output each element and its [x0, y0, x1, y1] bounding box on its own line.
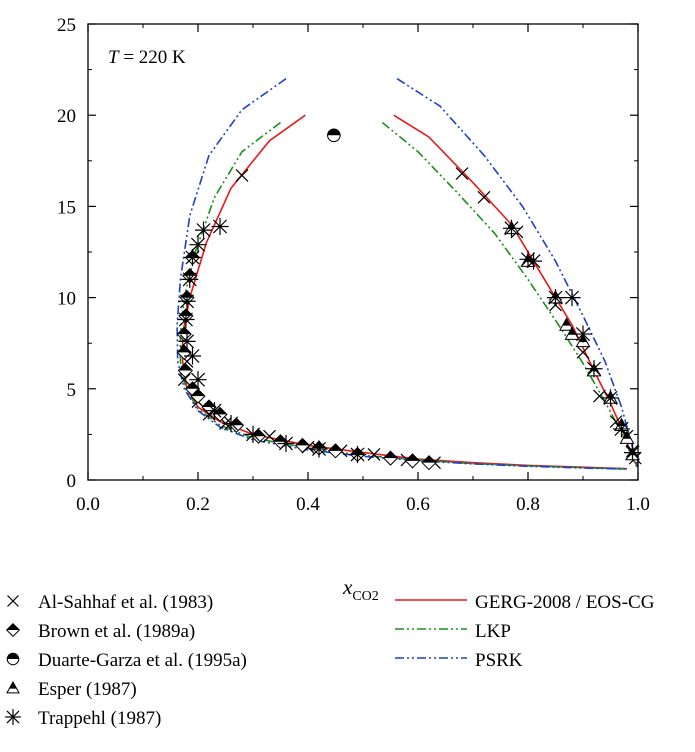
data-point-half-diamond: [190, 388, 206, 404]
legend-label: GERG-2008 / EOS-CG: [475, 592, 655, 613]
data-point-asterisk: [623, 444, 642, 462]
data-point-asterisk: [211, 217, 229, 236]
y-tick-label: 0: [67, 471, 77, 492]
annotation-italic: T: [108, 47, 120, 68]
series-line-lkp: [179, 121, 628, 470]
legend-label: Esper (1987): [38, 679, 137, 700]
legend-marker-half-diamond: [5, 622, 21, 638]
data-point-x-mark: [235, 168, 249, 182]
x-tick-label: 0.4: [296, 494, 320, 515]
series-points: [176, 128, 642, 471]
data-point-half-diamond: [327, 443, 344, 459]
data-point-asterisk: [222, 414, 240, 433]
data-point-asterisk: [181, 270, 199, 288]
data-point-asterisk: [189, 371, 207, 389]
plot-frame: [87, 23, 639, 481]
data-point-x-mark: [576, 345, 590, 359]
temperature-annotation: T = 220 K: [108, 47, 186, 68]
annotation-rest: = 220 K: [119, 47, 186, 68]
legend-label: LKP: [475, 621, 511, 642]
legend-label: PSRK: [475, 650, 523, 671]
data-point-x-mark: [177, 373, 191, 387]
data-point-half-diamond: [177, 362, 193, 379]
x-tick-label: 0.0: [76, 494, 100, 515]
legend-marker-half-triangle: [6, 680, 20, 694]
data-point-asterisk: [178, 332, 196, 350]
series-line-psrk: [396, 78, 638, 468]
x-tick-label: 0.6: [406, 494, 430, 515]
y-tick-label: 15: [57, 197, 76, 218]
data-point-asterisk: [310, 440, 328, 458]
data-point-asterisk: [546, 289, 565, 307]
legend-marker-x-mark: [7, 595, 19, 607]
data-point-asterisk: [205, 402, 224, 420]
data-point-half-diamond: [294, 437, 311, 453]
legend-marker-half-circle: [6, 652, 20, 666]
axis-ticks: [87, 23, 639, 481]
series-lines: [176, 78, 638, 470]
series-line-gerg-2008-eos-cg: [393, 114, 638, 468]
axis-tick-labels: 0.0 0.2 0.4 0.6 0.8 1.0 0 5 10 15 20 25: [57, 15, 650, 515]
data-point-asterisk: [502, 219, 521, 237]
data-point-asterisk: [277, 434, 295, 453]
y-tick-label: 5: [67, 380, 77, 401]
data-point-asterisk: [519, 250, 537, 268]
data-point-asterisk: [177, 310, 195, 329]
data-point-asterisk: [612, 420, 631, 438]
data-point-x-mark: [263, 429, 276, 443]
legend-label: Al-Sahhaf et al. (1983): [38, 592, 213, 613]
y-tick-label: 10: [57, 289, 76, 310]
data-point-x-mark: [455, 167, 469, 180]
x-axis-label: xCO2: [342, 575, 379, 604]
data-point-half-triangle: [619, 430, 635, 444]
legend-label: Trappehl (1987): [38, 708, 161, 729]
x-axis-label-main: x: [342, 575, 353, 599]
data-point-asterisk: [563, 289, 581, 307]
series-line-psrk: [176, 78, 628, 470]
y-tick-label: 25: [57, 15, 76, 36]
series-line-lkp: [381, 121, 638, 470]
legend-marker-asterisk: [5, 709, 21, 725]
data-point-asterisk: [601, 389, 620, 407]
data-point-asterisk: [244, 425, 262, 443]
x-axis-label-sub: CO2: [352, 589, 378, 604]
data-point-half-diamond: [382, 450, 399, 466]
data-point-x-mark: [367, 448, 381, 461]
legend-label: Brown et al. (1989a): [38, 621, 195, 642]
data-point-asterisk: [574, 325, 592, 343]
x-tick-label: 0.8: [516, 494, 540, 515]
data-point-half-triangle: [564, 326, 580, 340]
data-point-asterisk: [178, 292, 196, 310]
data-point-x-mark: [477, 190, 491, 204]
data-point-asterisk: [524, 252, 543, 270]
legend: Al-Sahhaf et al. (1983) Brown et al. (198…: [5, 592, 655, 729]
data-point-asterisk: [183, 347, 202, 365]
data-point-asterisk: [189, 236, 207, 254]
x-tick-label: 1.0: [626, 494, 650, 515]
x-tick-label: 0.2: [186, 494, 210, 515]
data-point-asterisk: [348, 445, 367, 464]
legend-label: Duarte-Garza et al. (1995a): [38, 650, 247, 671]
data-point-half-triangle: [559, 317, 574, 331]
data-point-asterisk: [183, 248, 202, 267]
data-point-half-circle: [327, 128, 341, 143]
y-tick-label: 20: [57, 106, 76, 127]
data-point-asterisk: [585, 360, 603, 378]
data-point-half-diamond: [421, 455, 437, 471]
data-point-x-mark: [593, 389, 606, 403]
data-point-half-diamond: [404, 453, 421, 469]
data-point-asterisk: [194, 221, 213, 239]
